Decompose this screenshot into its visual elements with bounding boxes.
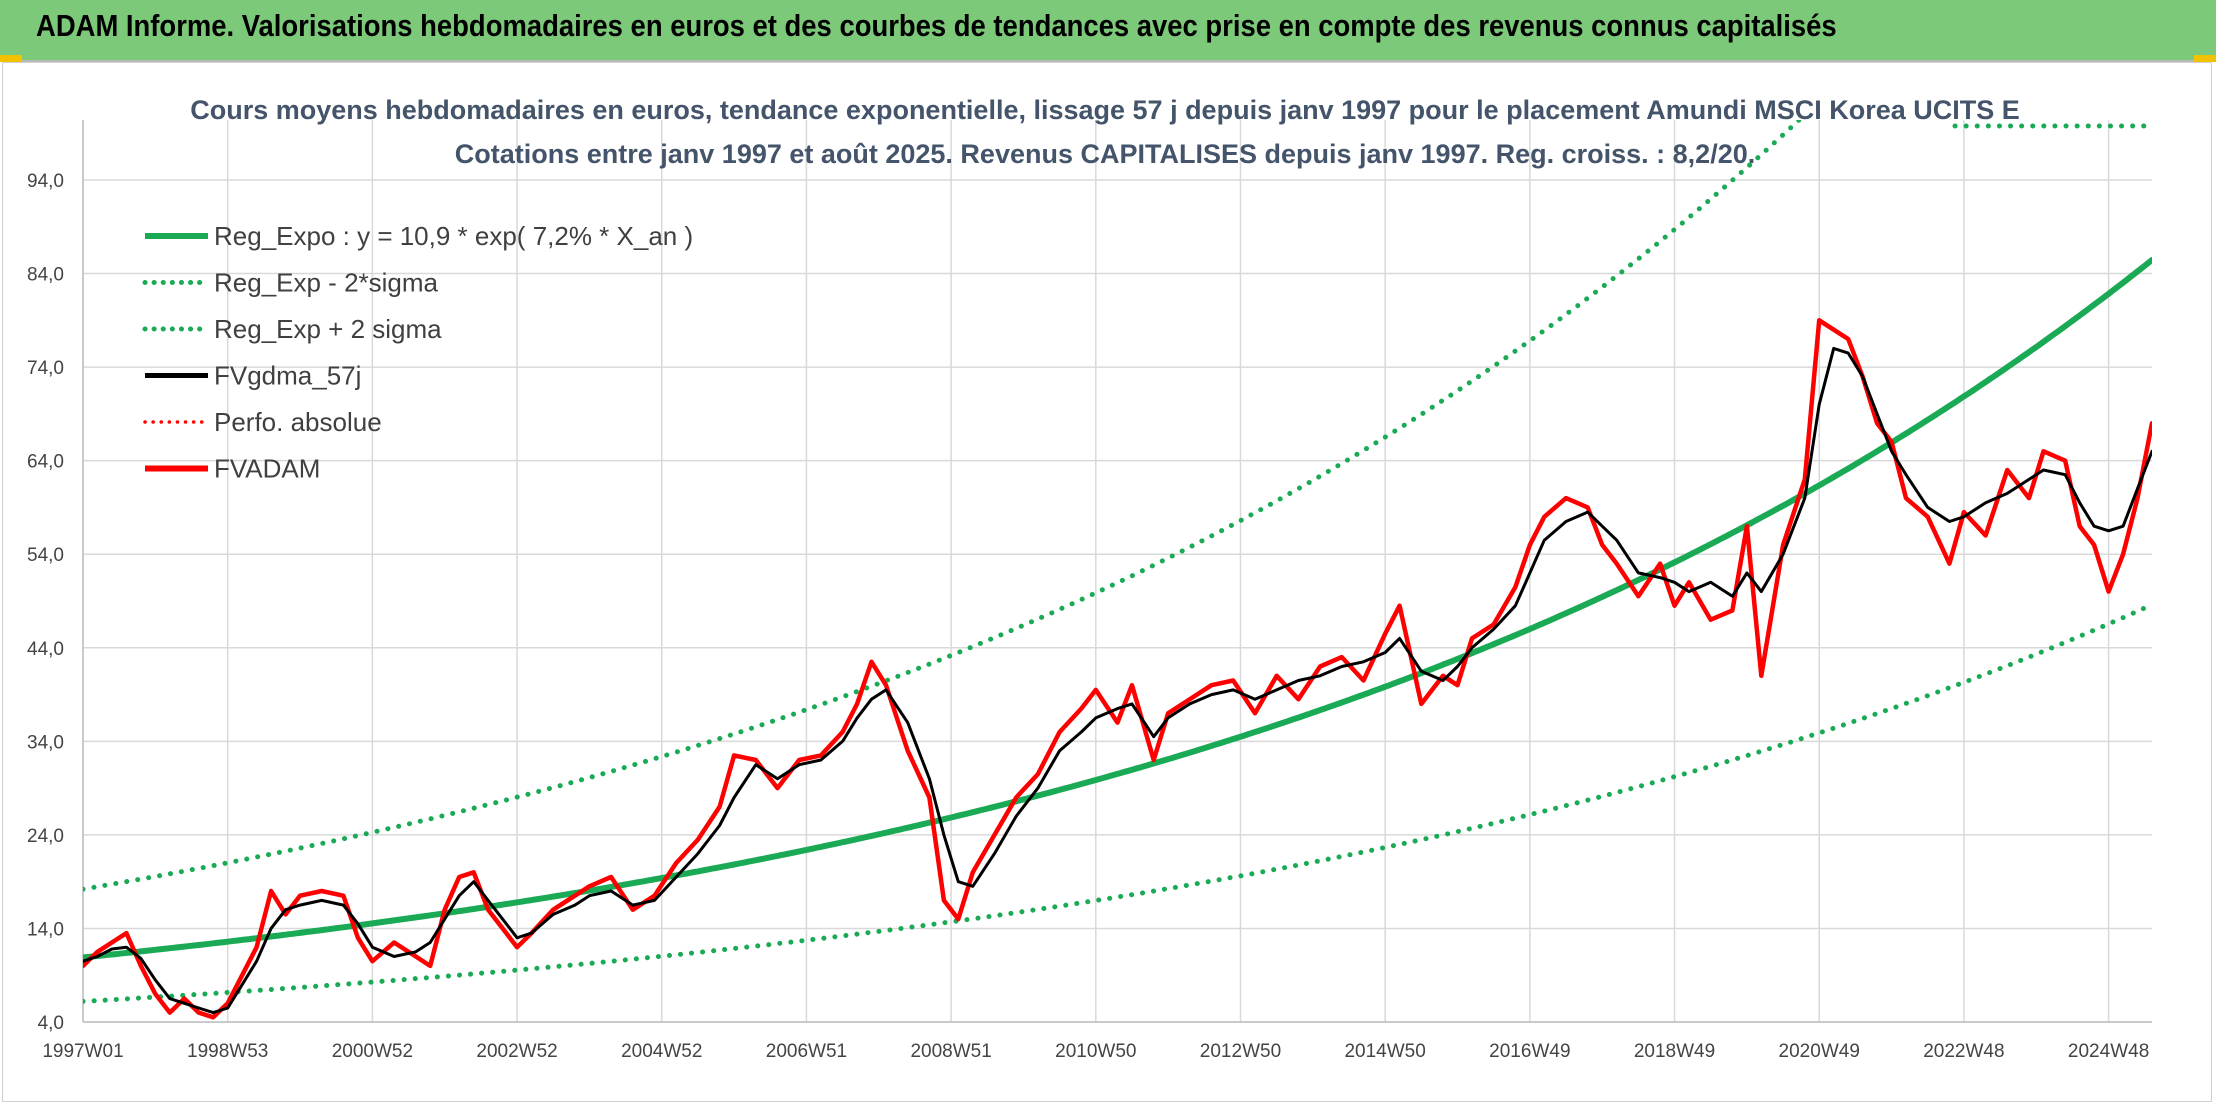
chart-subtitle: Cotations entre janv 1997 et août 2025. … xyxy=(455,139,1755,169)
x-tick-label: 2004W52 xyxy=(621,1041,702,1062)
x-tick-label: 2018W49 xyxy=(1634,1041,1715,1062)
x-tick-label: 2006W51 xyxy=(766,1041,847,1062)
x-tick-label: 2000W52 xyxy=(332,1041,413,1062)
x-tick-label: 2014W50 xyxy=(1344,1041,1425,1062)
legend-item: Perfo. absolue xyxy=(143,407,382,437)
series-fvgdma-57j xyxy=(83,346,2152,1015)
grid xyxy=(82,120,2152,1023)
y-tick-label: 34,0 xyxy=(27,732,64,753)
x-tick-label: 2024W48 xyxy=(2068,1041,2149,1062)
x-tick-label: 2020W49 xyxy=(1779,1041,1860,1062)
legend-label: Reg_Exp - 2*sigma xyxy=(214,268,439,298)
y-tick-label: 64,0 xyxy=(27,452,64,473)
header-bar: ADAM Informe. Valorisations hebdomadaire… xyxy=(0,0,2216,62)
legend-item: Reg_Expo : y = 10,9 * exp( 7,2% * X_an ) xyxy=(145,221,693,251)
series-reg-exp-plus-2sigma xyxy=(83,120,1803,892)
y-tick-label: 74,0 xyxy=(27,358,64,379)
x-tick-label: 2002W52 xyxy=(476,1041,557,1062)
legend-item: FVgdma_57j xyxy=(145,361,361,391)
plot-area xyxy=(83,120,2153,1020)
x-tick-label: 2012W50 xyxy=(1200,1041,1281,1062)
page-title: ADAM Informe. Valorisations hebdomadaire… xyxy=(36,8,1837,43)
series-reg-expo xyxy=(83,257,2152,961)
y-tick-label: 94,0 xyxy=(27,171,64,192)
corner-mark-right xyxy=(2194,55,2216,62)
legend-label: FVgdma_57j xyxy=(214,361,361,391)
x-axis: 1997W01 1998W53 2000W52 2002W52 2004W52 2006W… xyxy=(42,1041,2149,1062)
x-tick-label: 1998W53 xyxy=(187,1041,268,1062)
legend: Reg_Expo : y = 10,9 * exp( 7,2% * X_an )… xyxy=(142,221,693,484)
chart-title: Cours moyens hebdomadaires en euros, ten… xyxy=(190,95,2020,125)
series-fvadam xyxy=(83,318,2152,1020)
corner-mark-left xyxy=(0,55,22,62)
y-axis: 4,0 14,0 24,0 34,0 44,0 54,0 64,0 74,0 84,0 94,0 xyxy=(27,171,64,1034)
y-tick-label: 44,0 xyxy=(27,639,64,660)
x-tick-label: 2022W48 xyxy=(1923,1041,2004,1062)
legend-item: Reg_Exp + 2 sigma xyxy=(142,314,442,344)
series-reg-exp-minus-2sigma xyxy=(83,602,2152,1004)
y-tick-label: 54,0 xyxy=(27,545,64,566)
chart-frame xyxy=(2,62,2212,1102)
y-tick-label: 24,0 xyxy=(27,826,64,847)
legend-label: Reg_Exp + 2 sigma xyxy=(214,314,442,344)
legend-item: Reg_Exp - 2*sigma xyxy=(142,268,439,298)
legend-label: Reg_Expo : y = 10,9 * exp( 7,2% * X_an ) xyxy=(214,221,693,251)
x-tick-label: 2010W50 xyxy=(1055,1041,1136,1062)
y-tick-label: 4,0 xyxy=(38,1013,64,1034)
y-tick-label: 84,0 xyxy=(27,265,64,286)
legend-label: FVADAM xyxy=(214,454,320,484)
x-tick-label: 1997W01 xyxy=(42,1041,123,1062)
y-tick-label: 14,0 xyxy=(27,919,64,940)
x-tick-label: 2008W51 xyxy=(910,1041,991,1062)
legend-item: FVADAM xyxy=(145,454,320,484)
legend-label: Perfo. absolue xyxy=(214,407,382,437)
x-tick-label: 2016W49 xyxy=(1489,1041,1570,1062)
